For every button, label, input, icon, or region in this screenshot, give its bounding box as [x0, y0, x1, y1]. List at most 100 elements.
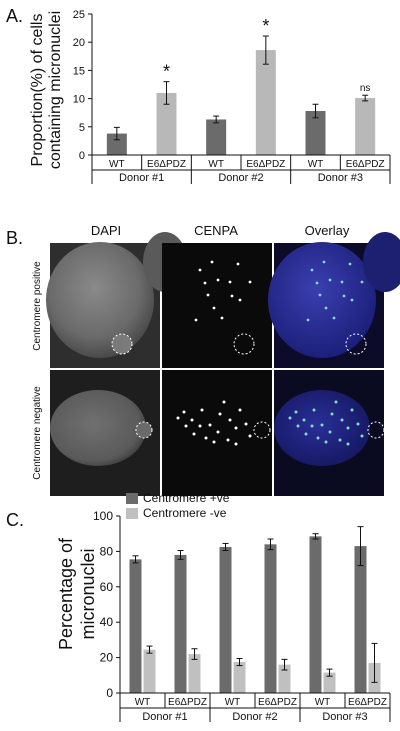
panel-a-group-label: Donor #2 — [218, 172, 263, 184]
panel-a-ytick-label: 10 — [73, 94, 85, 106]
panel-c-category-label: E6ΔPDZ — [348, 697, 387, 708]
cenpa-spot — [238, 408, 242, 412]
panel-a-ylabel-line1: Proportion(%) of cells — [29, 14, 46, 167]
cenpa-spot — [190, 418, 194, 422]
panel-c-category-label: E6ΔPDZ — [168, 697, 207, 708]
panel-c-bar — [143, 649, 156, 693]
overlay-spot — [288, 416, 292, 420]
overlay-spot — [315, 281, 319, 285]
panel-c-bar — [174, 554, 187, 693]
panel-a-ylabel-line2: containing micronuclei — [47, 11, 64, 169]
panel-c-category-label: WT — [315, 697, 331, 708]
panel-a-bar — [156, 92, 177, 155]
cenpa-spot — [182, 410, 186, 414]
panel-c-legend-swatch — [126, 493, 138, 504]
panel-c-bar — [354, 546, 367, 693]
panel-c-legend-label: Centromere +ve — [143, 491, 230, 505]
panel-c-bar — [323, 672, 336, 693]
cenpa-spot — [236, 262, 240, 266]
overlay-spot — [304, 432, 308, 436]
cenpa-spot — [200, 408, 204, 412]
panel-c-bar — [129, 559, 142, 693]
panel-a-significance-label: ns — [360, 83, 371, 94]
overlay-spot — [320, 423, 324, 427]
panel-c-legend-swatch — [126, 508, 138, 519]
panel-a-bars: * * ns — [106, 16, 376, 155]
panel-a-ytick-label: 20 — [73, 37, 85, 49]
overlay-spot — [310, 268, 314, 272]
panel-c-bar — [219, 546, 232, 693]
cenpa-spot — [226, 438, 230, 442]
panel-c-category-table: WT E6ΔPDZ WT E6ΔPDZ WT E6ΔPDZ Donor #1 Donor #2… — [119, 693, 391, 723]
panel-c-ytick-label: 100 — [93, 509, 113, 523]
overlay-spot — [348, 262, 352, 266]
panel-a-bar — [206, 119, 227, 155]
panel-a-group-label: Donor #1 — [119, 172, 164, 184]
panel-b-letter: B. — [6, 228, 23, 248]
cenpa-spot — [212, 306, 216, 310]
panel-c-bar — [264, 544, 277, 693]
col-title-cenpa: CENPA — [194, 223, 238, 238]
row-label-positive: Centromere positive — [32, 261, 43, 351]
cenpa-spot — [248, 434, 252, 438]
overlay-spot — [338, 438, 342, 442]
panel-a-ytick-label: 15 — [73, 65, 85, 77]
cenpa-spot — [198, 268, 202, 272]
cenpa-spot — [204, 436, 208, 440]
image-dapi-negative — [50, 370, 160, 496]
panel-c-bar — [278, 664, 291, 693]
panel-a-letter: A. — [6, 6, 23, 26]
panel-a-ytick-label: 5 — [79, 122, 85, 134]
panel-c-group-label: Donor #2 — [232, 711, 277, 723]
cenpa-spot — [206, 293, 210, 297]
panel-c-bar — [188, 654, 201, 693]
overlay-spot — [322, 260, 326, 264]
overlay-spot — [302, 418, 306, 422]
cenpa-spot — [176, 416, 180, 420]
image-dapi-positive — [46, 232, 187, 368]
cenpa-spot — [194, 318, 198, 322]
overlay-spot — [312, 408, 316, 412]
panel-c-category-label: E6ΔPDZ — [258, 697, 297, 708]
panel-a-ytick-label: 0 — [79, 150, 85, 162]
cenpa-spot — [228, 418, 232, 422]
panel-c-bar — [233, 662, 246, 693]
panel-c-bars — [129, 526, 381, 693]
cenpa-spot — [208, 423, 212, 427]
panel-a-category-label: WT — [208, 159, 224, 170]
row-label-negative: Centromere negative — [32, 386, 43, 480]
cenpa-spot — [228, 280, 232, 284]
overlay-spot — [360, 434, 364, 438]
panel-a-category-label: E6ΔPDZ — [246, 159, 285, 170]
overlay-spot — [296, 424, 300, 428]
panel-a-significance-label: * — [262, 16, 269, 36]
panel-a-category-label: WT — [109, 159, 125, 170]
panel-a-bar — [355, 98, 376, 155]
cenpa-spot — [210, 260, 214, 264]
panel-c-ylabel-line2: micronuclei — [78, 548, 98, 639]
panel-c-bar — [309, 536, 322, 693]
overlay-spot — [318, 293, 322, 297]
panel-a-y-axis-ticks: 0 5 10 15 20 25 — [73, 9, 92, 162]
cenpa-spot — [238, 298, 242, 302]
cenpa-spot — [230, 294, 234, 298]
panel-a-category-label: E6ΔPDZ — [147, 159, 186, 170]
image-overlay-positive — [268, 232, 400, 368]
overlay-spot — [346, 442, 350, 446]
overlay-spot — [328, 430, 332, 434]
overlay-spot — [350, 298, 354, 302]
cenpa-spot — [248, 280, 252, 284]
overlay-spot — [360, 280, 364, 284]
cenpa-spot — [184, 424, 188, 428]
cenpa-spot — [234, 426, 238, 430]
panel-c-ytick-label: 0 — [106, 686, 113, 700]
overlay-spot — [340, 418, 344, 422]
panel-c-category-label: WT — [135, 697, 151, 708]
cenpa-spot — [220, 316, 224, 320]
panel-a-group-label: Donor #3 — [318, 172, 363, 184]
panel-a-bar — [106, 133, 127, 155]
panel-a-category-label: WT — [308, 159, 324, 170]
cenpa-spot — [222, 400, 226, 404]
